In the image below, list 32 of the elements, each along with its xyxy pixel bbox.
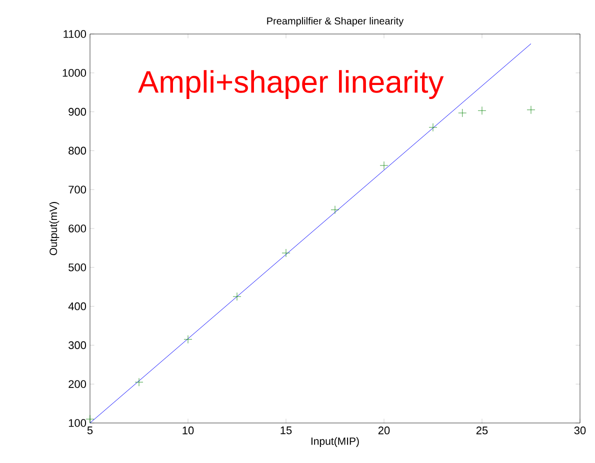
point bbox=[380, 161, 388, 170]
x-axis-title: Input(MIP) bbox=[311, 437, 359, 447]
x-tick-label: 20 bbox=[378, 426, 390, 434]
x-tick-label: 30 bbox=[574, 426, 586, 434]
point bbox=[134, 378, 144, 386]
y-tick-label: 900 bbox=[68, 108, 86, 116]
point bbox=[232, 292, 242, 301]
y-tick-label: 700 bbox=[68, 186, 86, 194]
point bbox=[526, 106, 536, 114]
point bbox=[184, 335, 192, 344]
x-tick-label: 25 bbox=[476, 426, 488, 434]
y-tick-label: 200 bbox=[68, 380, 86, 388]
point bbox=[86, 414, 94, 424]
annotation: Ampli+shaper linearity bbox=[138, 70, 444, 100]
y-tick-label: 800 bbox=[68, 146, 86, 155]
y-axis-title: Output(mV) bbox=[49, 202, 60, 256]
y-tick-label: 1100 bbox=[64, 30, 86, 38]
x-tick-label: 10 bbox=[182, 426, 194, 434]
point bbox=[428, 123, 438, 132]
chart-title: Preamplilfier & Shaper linearity bbox=[267, 17, 404, 26]
point bbox=[282, 248, 290, 258]
y-tick-label: 100 bbox=[68, 419, 86, 427]
x-tick-label: 15 bbox=[280, 426, 292, 434]
y-tick-label: 1000 bbox=[62, 69, 86, 77]
point bbox=[458, 108, 467, 118]
y-tick-label: 600 bbox=[68, 224, 86, 232]
y-tick-label: 400 bbox=[68, 302, 86, 310]
point bbox=[478, 106, 486, 115]
y-tick-label: 300 bbox=[68, 341, 86, 350]
y-tick-label: 500 bbox=[68, 264, 86, 272]
x-tick-label: 5 bbox=[87, 426, 93, 434]
point bbox=[330, 206, 340, 214]
